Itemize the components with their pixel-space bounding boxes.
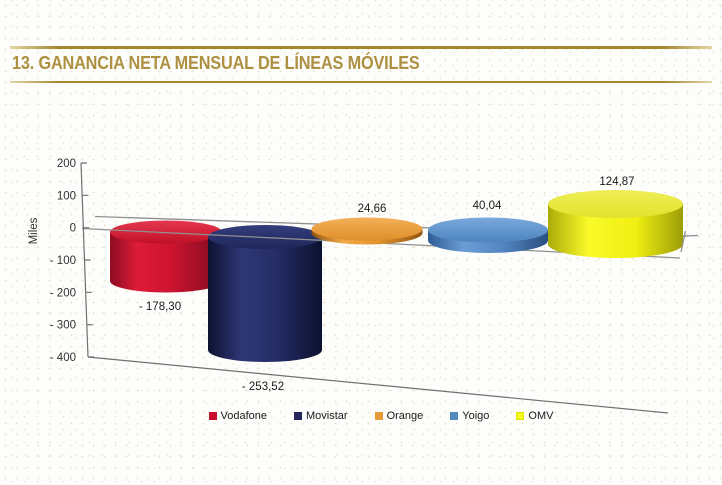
legend-item-vodafone: Vodafone — [208, 410, 268, 422]
cylinder-yoigo — [428, 217, 548, 253]
cylinder-vodafone — [110, 220, 222, 293]
zero-plane-right-tick — [682, 234, 699, 237]
ytick-100: 100 — [57, 190, 76, 202]
legend-label-orange: Orange — [386, 410, 424, 422]
legend-label-omv: OMV — [528, 410, 554, 422]
ytick-neg400: - 400 — [50, 352, 76, 364]
y-axis — [80, 162, 94, 358]
ytick-neg100: - 100 — [50, 255, 76, 267]
legend-item-omv: OMV — [516, 410, 553, 422]
chart-legend: Vodafone Movistar Orange Yoigo OMV — [40, 407, 722, 425]
legend-swatch-omv — [516, 412, 525, 420]
value-label-yoigo: 40,04 — [473, 200, 502, 212]
value-label-orange: 24,66 — [358, 203, 387, 215]
ytick-0: 0 — [70, 223, 76, 235]
value-label-movistar: - 253,52 — [242, 381, 284, 393]
cylinder-movistar — [208, 225, 322, 362]
legend-item-yoigo: Yoigo — [450, 410, 489, 422]
ytick-neg200: - 200 — [50, 287, 76, 299]
ytick-neg300: - 300 — [50, 320, 76, 332]
legend-item-movistar: Movistar — [294, 410, 348, 422]
legend-label-yoigo: Yoigo — [462, 410, 490, 422]
legend-swatch-yoigo — [450, 412, 459, 420]
cylinder-omv — [548, 190, 683, 258]
legend-swatch-vodafone — [208, 412, 217, 420]
y-axis-tick-labels: 200 100 0 - 100 - 200 - 300 - 400 — [50, 158, 76, 364]
legend-label-movistar: Movistar — [306, 410, 348, 422]
cylinder-orange — [311, 217, 423, 245]
value-label-vodafone: - 178,30 — [139, 301, 181, 313]
ytick-200: 200 — [57, 158, 76, 170]
legend-label-vodafone: Vodafone — [220, 410, 268, 422]
value-labels: - 178,30 - 253,52 24,66 40,04 124,87 — [139, 176, 635, 393]
header-rule-top — [10, 46, 712, 49]
legend-swatch-movistar — [294, 412, 303, 420]
zero-plane-right-edge — [680, 230, 687, 253]
floor-edge — [87, 356, 669, 414]
page-title: 13. GANANCIA NETA MENSUAL DE LÍNEAS MÓVI… — [12, 52, 420, 73]
legend-swatch-orange — [374, 412, 383, 420]
legend-item-orange: Orange — [374, 410, 424, 422]
y-axis-title: Miles — [28, 217, 40, 244]
header-rule-bottom — [10, 81, 712, 83]
value-label-omv: 124,87 — [599, 176, 634, 188]
